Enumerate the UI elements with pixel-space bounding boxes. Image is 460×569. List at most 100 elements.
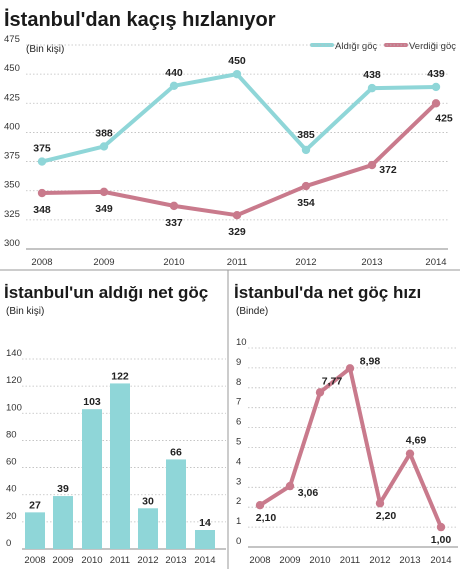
data-point bbox=[301, 145, 311, 155]
data-point bbox=[169, 81, 179, 91]
x-tick-label: 2013 bbox=[165, 555, 186, 566]
chart2-title: İstanbul'un aldığı net göç bbox=[4, 283, 208, 302]
chart3-y-axis-ticks: 0 1 2 3 4 5 6 7 8 9 10 bbox=[236, 337, 247, 547]
y-tick-label: 140 bbox=[6, 348, 22, 359]
chart2-y-axis-ticks: 0 20 40 60 80 100 120 140 bbox=[6, 348, 22, 549]
data-label: 425 bbox=[435, 112, 453, 124]
y-tick-label: 0 bbox=[236, 536, 241, 547]
data-label: 1,00 bbox=[431, 534, 452, 546]
data-label: 30 bbox=[142, 495, 154, 507]
data-label: 4,69 bbox=[406, 435, 427, 447]
y-tick-label: 4 bbox=[236, 456, 241, 467]
y-tick-label: 80 bbox=[6, 429, 17, 440]
y-tick-label: 375 bbox=[4, 151, 20, 162]
chart2-x-axis-ticks: 2008 2009 2010 2011 2012 2013 2014 bbox=[24, 555, 215, 566]
data-point bbox=[232, 69, 242, 79]
chart2-data-labels: 27 39 103 122 30 66 14 bbox=[29, 370, 211, 529]
x-tick-label: 2013 bbox=[399, 555, 420, 566]
data-label: 375 bbox=[33, 143, 51, 155]
chart-net-migration-bar: İstanbul'un aldığı net göç (Bin kişi) 0 2… bbox=[4, 283, 226, 566]
legend-label-aldigi: Aldığı göç bbox=[335, 41, 377, 52]
data-label: 438 bbox=[363, 69, 381, 81]
data-point bbox=[367, 83, 377, 93]
data-point bbox=[37, 188, 47, 198]
data-point bbox=[431, 82, 441, 92]
data-label: 14 bbox=[199, 517, 211, 529]
chart1-grid bbox=[26, 44, 448, 250]
x-tick-label: 2009 bbox=[52, 555, 73, 566]
chart1-unit-label: (Bin kişi) bbox=[26, 44, 64, 55]
data-label: 349 bbox=[95, 203, 113, 215]
y-tick-label: 325 bbox=[4, 209, 20, 220]
x-tick-label: 2009 bbox=[279, 555, 300, 566]
data-label: 8,98 bbox=[360, 355, 381, 367]
data-label: 3,06 bbox=[298, 487, 319, 499]
chart3-data-labels: 2,10 3,06 7,77 8,98 2,20 4,69 1,00 bbox=[256, 355, 452, 546]
data-label: 337 bbox=[165, 217, 183, 229]
legend-label-verdigi: Verdiği göç bbox=[409, 41, 456, 52]
y-tick-label: 400 bbox=[4, 121, 20, 132]
data-point bbox=[375, 499, 385, 508]
x-tick-label: 2010 bbox=[309, 555, 330, 566]
data-point bbox=[436, 522, 446, 532]
data-label: 27 bbox=[29, 499, 41, 511]
y-tick-label: 6 bbox=[236, 417, 241, 428]
x-tick-label: 2012 bbox=[137, 555, 158, 566]
chart3-grid bbox=[248, 347, 458, 548]
x-tick-label: 2009 bbox=[93, 257, 114, 268]
data-point bbox=[301, 181, 311, 191]
y-tick-label: 1 bbox=[236, 516, 241, 527]
x-tick-label: 2008 bbox=[249, 555, 270, 566]
x-tick-label: 2013 bbox=[361, 257, 382, 268]
data-label: 348 bbox=[33, 204, 51, 216]
data-point bbox=[405, 449, 415, 458]
chart1-data-labels: 375 388 440 450 385 438 439 348 349 337 329 354 372 4… bbox=[33, 55, 453, 238]
data-label: 122 bbox=[111, 370, 129, 382]
series-line-verdigi bbox=[40, 101, 438, 218]
y-tick-label: 8 bbox=[236, 377, 241, 388]
x-tick-label: 2011 bbox=[110, 555, 130, 566]
x-tick-label: 2012 bbox=[369, 555, 390, 566]
bar bbox=[166, 459, 186, 549]
chart3-x-axis-ticks: 2008 2009 2010 2011 2012 2013 2014 bbox=[249, 555, 451, 566]
chart1-y-axis-ticks: 300 325 350 375 400 425 450 475 bbox=[4, 34, 20, 249]
data-label: 39 bbox=[57, 483, 69, 495]
x-tick-label: 2012 bbox=[295, 257, 316, 268]
y-tick-label: 40 bbox=[6, 484, 17, 495]
data-label: 103 bbox=[83, 396, 101, 408]
data-label: 66 bbox=[170, 446, 182, 458]
data-label: 440 bbox=[165, 67, 183, 79]
chart1-series bbox=[37, 69, 441, 220]
data-label: 329 bbox=[228, 226, 246, 238]
x-tick-label: 2011 bbox=[340, 555, 360, 566]
chart3-title: İstanbul'da net göç hızı bbox=[234, 283, 421, 302]
x-tick-label: 2014 bbox=[194, 555, 215, 566]
data-label: 439 bbox=[427, 68, 445, 80]
x-tick-label: 2014 bbox=[425, 257, 446, 268]
y-tick-label: 20 bbox=[6, 511, 17, 522]
data-label: 372 bbox=[379, 164, 397, 176]
chart1-title: İstanbul'dan kaçış hızlanıyor bbox=[4, 8, 276, 31]
y-tick-label: 450 bbox=[4, 63, 20, 74]
chart2-unit-label: (Bin kişi) bbox=[6, 306, 44, 317]
y-tick-label: 425 bbox=[4, 92, 20, 103]
y-tick-label: 60 bbox=[6, 457, 17, 468]
data-point bbox=[37, 157, 47, 166]
data-point bbox=[255, 501, 265, 510]
chart-migration-in-out: İstanbul'dan kaçış hızlanıyor (Bin kişi)… bbox=[4, 8, 456, 268]
y-tick-label: 0 bbox=[6, 538, 11, 549]
data-point bbox=[367, 160, 377, 170]
y-tick-label: 9 bbox=[236, 357, 241, 368]
x-tick-label: 2010 bbox=[81, 555, 102, 566]
y-tick-label: 100 bbox=[6, 402, 22, 413]
y-tick-label: 350 bbox=[4, 180, 20, 191]
data-point bbox=[232, 210, 242, 220]
chart-net-migration-rate: İstanbul'da net göç hızı (Binde) 0 1 2 3 4 5 6… bbox=[234, 283, 458, 566]
chart1-x-axis-ticks: 2008 2009 2010 2011 2012 2013 2014 bbox=[31, 257, 446, 268]
y-tick-label: 5 bbox=[236, 437, 241, 448]
data-point bbox=[169, 201, 179, 211]
y-tick-label: 300 bbox=[4, 238, 20, 249]
bar bbox=[82, 409, 102, 549]
data-label: 385 bbox=[297, 129, 315, 141]
